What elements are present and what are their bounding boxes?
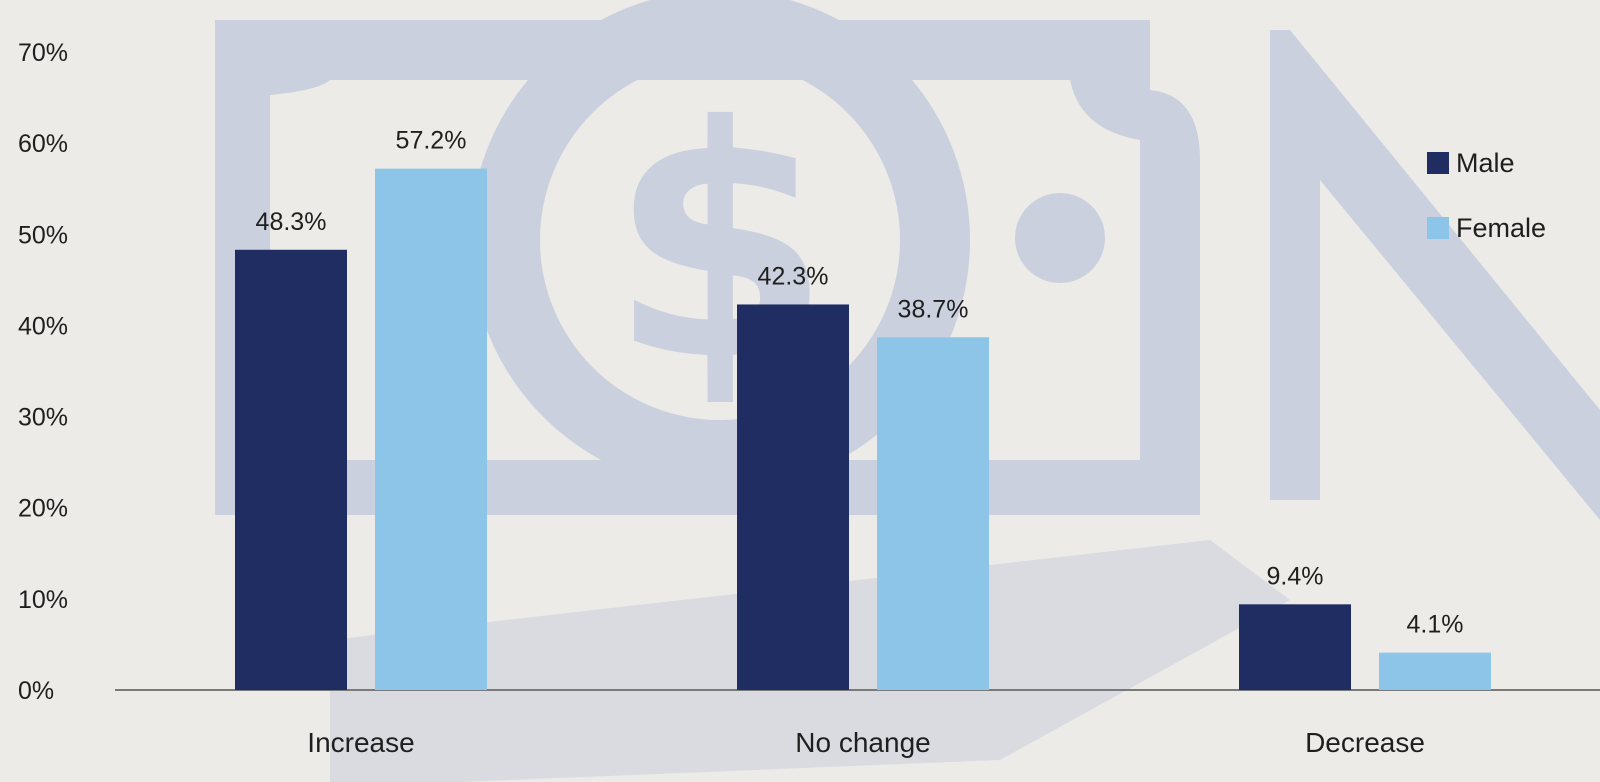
value-label: 48.3% — [256, 208, 327, 236]
legend-label-female: Female — [1456, 213, 1546, 243]
x-tick-label: Increase — [307, 727, 414, 758]
legend-swatch-male — [1427, 152, 1449, 174]
bar-female-no-change — [877, 337, 989, 690]
bar-female-decrease — [1379, 652, 1491, 690]
y-tick-label: 50% — [18, 221, 68, 249]
y-tick-label: 20% — [18, 495, 68, 523]
y-tick-label: 40% — [18, 312, 68, 340]
legend-swatch-female — [1427, 217, 1449, 239]
value-label: 38.7% — [898, 295, 969, 323]
y-tick-label: 30% — [18, 404, 68, 432]
value-labels: 48.3% 57.2% 42.3% 38.7% 9.4% 4.1% — [256, 127, 1464, 639]
value-label: 9.4% — [1267, 562, 1324, 590]
bar-male-no-change — [737, 304, 849, 690]
y-tick-label: 0% — [18, 677, 54, 705]
bar-male-decrease — [1239, 604, 1351, 690]
y-axis: 0% 10% 20% 30% 40% 50% 60% 70% — [18, 39, 68, 705]
value-label: 4.1% — [1407, 611, 1464, 639]
value-label: 57.2% — [396, 127, 467, 155]
x-tick-label: No change — [795, 727, 930, 758]
x-axis: Increase No change Decrease — [307, 727, 1425, 758]
y-tick-label: 60% — [18, 130, 68, 158]
legend: Male Female — [1427, 148, 1546, 243]
x-tick-label: Decrease — [1305, 727, 1425, 758]
bar-female-increase — [375, 168, 487, 691]
bar-male-increase — [235, 249, 347, 690]
bars — [235, 168, 1491, 691]
y-tick-label: 70% — [18, 39, 68, 67]
y-tick-label: 10% — [18, 586, 68, 614]
value-label: 42.3% — [758, 262, 829, 290]
legend-label-male: Male — [1456, 148, 1515, 178]
